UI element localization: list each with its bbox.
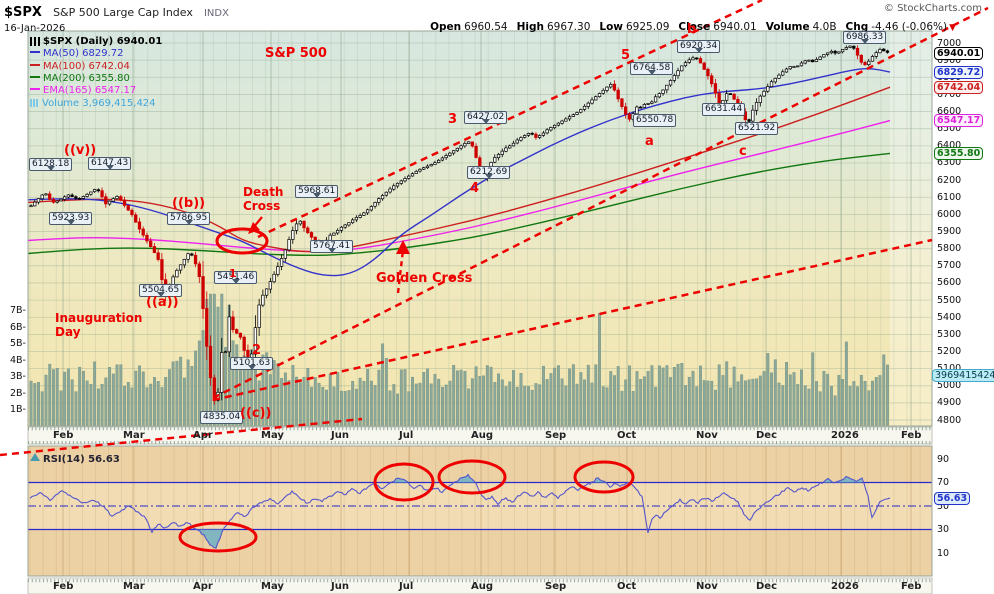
rsi-plot bbox=[28, 473, 932, 549]
plot-borders bbox=[27, 30, 933, 577]
ma50-line bbox=[27, 67, 891, 277]
plot-backgrounds bbox=[27, 31, 933, 594]
annotation-shapes bbox=[0, 0, 989, 553]
grid-lines bbox=[28, 31, 932, 583]
ema165-line bbox=[27, 119, 891, 253]
ma200-line bbox=[27, 152, 891, 257]
